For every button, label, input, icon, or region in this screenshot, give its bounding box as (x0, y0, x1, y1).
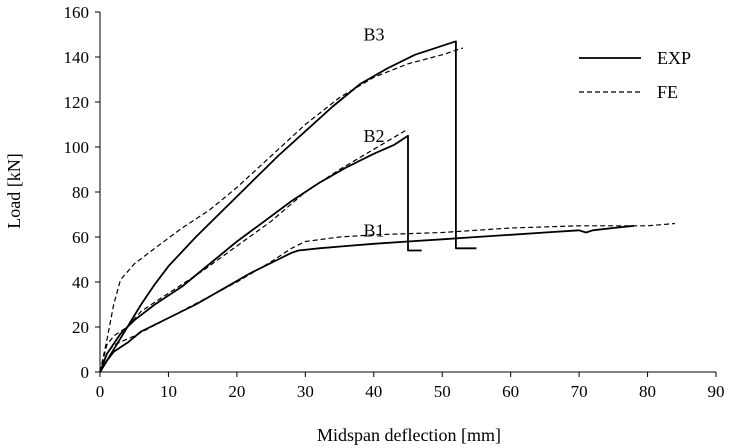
y-tick-label: 80 (72, 183, 89, 202)
y-tick-label: 160 (64, 3, 90, 22)
x-tick-label: 80 (639, 382, 656, 401)
x-tick-label: 10 (160, 382, 177, 401)
y-tick-label: 40 (72, 273, 89, 292)
x-tick-label: 60 (502, 382, 519, 401)
y-tick-label: 140 (64, 48, 90, 67)
y-tick-label: 0 (81, 363, 90, 382)
series-b2-fe-line (99, 128, 409, 373)
curve-label-b2: B2 (364, 126, 385, 146)
x-tick-label: 20 (228, 382, 245, 401)
y-axis-title: Load [kN] (4, 153, 24, 228)
y-tick-label: 20 (72, 318, 89, 337)
plot-area: 0 20 40 60 80 100 120 140 160 0 10 20 30 40 50 60 70 80 90… (64, 3, 725, 401)
curve-label-b3: B3 (364, 25, 385, 45)
curve-label-b1: B1 (364, 220, 385, 240)
x-tick-label: 30 (297, 382, 314, 401)
series-b1-fe-line (99, 222, 675, 373)
y-tick-label: 120 (64, 93, 90, 112)
series-b3-fe-line (99, 47, 463, 373)
x-tick-label: 50 (434, 382, 451, 401)
y-tick-label: 100 (64, 138, 90, 157)
series-b1-exp-line (99, 224, 634, 373)
y-tick-label: 60 (72, 228, 89, 247)
x-tick-label: 40 (365, 382, 382, 401)
x-tick-label: 90 (708, 382, 725, 401)
x-tick-label: 70 (571, 382, 588, 401)
series-b3-exp-line (99, 40, 477, 373)
x-axis-title: Midspan deflection [mm] (317, 425, 501, 445)
legend-label-exp: EXP (657, 48, 691, 68)
legend-label-fe: FE (657, 82, 678, 102)
x-tick-label: 0 (96, 382, 105, 401)
